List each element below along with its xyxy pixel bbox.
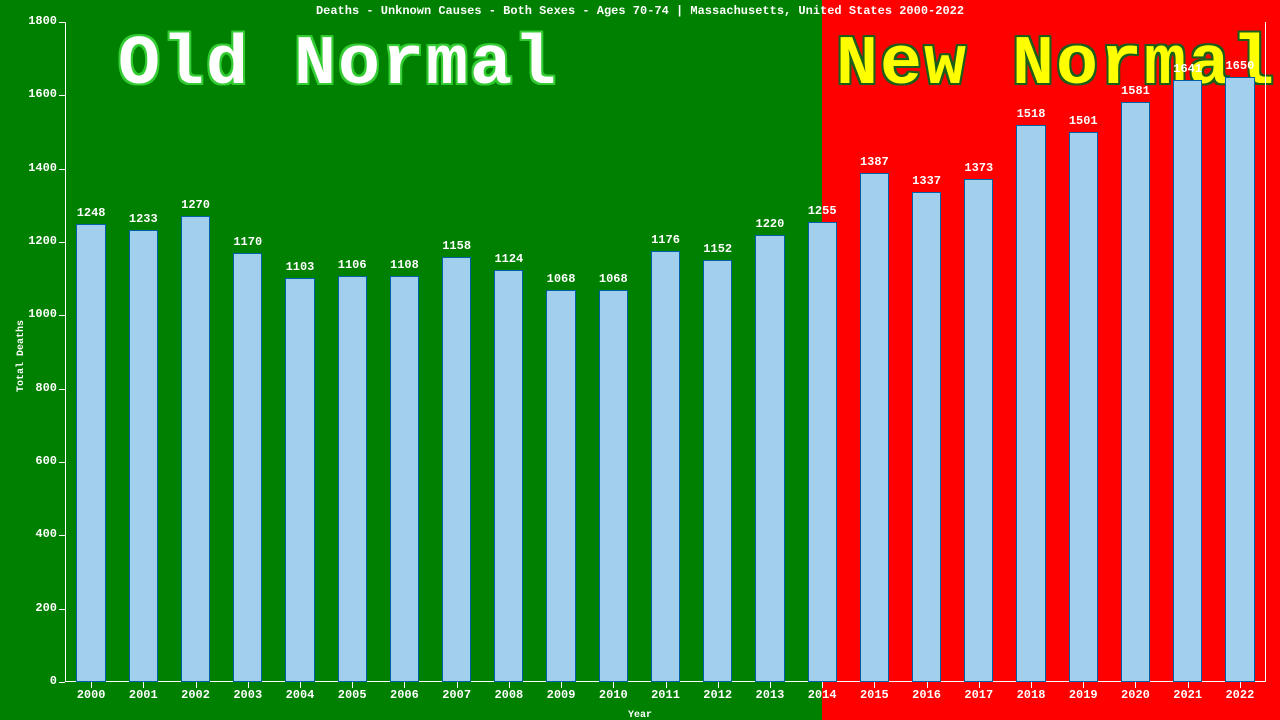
bar-value-label: 1581	[1111, 84, 1159, 98]
bar	[1173, 80, 1202, 682]
bar-value-label: 1176	[642, 233, 690, 247]
bar	[546, 290, 575, 682]
x-tick-label: 2020	[1111, 688, 1159, 702]
y-tick-label: 0	[9, 674, 57, 688]
bar-value-label: 1337	[903, 174, 951, 188]
x-tick-label: 2011	[642, 688, 690, 702]
x-tick-label: 2000	[67, 688, 115, 702]
y-tick	[59, 95, 65, 96]
x-tick-label: 2013	[746, 688, 794, 702]
bar-value-label: 1248	[67, 206, 115, 220]
y-tick-label: 600	[9, 454, 57, 468]
bar	[755, 235, 784, 682]
bar-value-label: 1501	[1059, 114, 1107, 128]
x-tick-label: 2018	[1007, 688, 1055, 702]
x-axis-title: Year	[0, 710, 1280, 720]
bar	[285, 278, 314, 682]
bar-value-label: 1641	[1164, 62, 1212, 76]
x-tick-label: 2001	[119, 688, 167, 702]
bar	[599, 290, 628, 682]
y-tick-label: 800	[9, 381, 57, 395]
x-tick-label: 2006	[380, 688, 428, 702]
bar	[703, 260, 732, 682]
x-tick-label: 2017	[955, 688, 1003, 702]
x-tick-label: 2009	[537, 688, 585, 702]
bar-value-label: 1152	[694, 242, 742, 256]
y-tick-label: 400	[9, 527, 57, 541]
y-tick-label: 1200	[9, 234, 57, 248]
bar	[912, 192, 941, 682]
x-tick-label: 2010	[589, 688, 637, 702]
bar-value-label: 1270	[172, 198, 220, 212]
y-tick	[59, 609, 65, 610]
bar	[129, 230, 158, 682]
x-tick-label: 2005	[328, 688, 376, 702]
x-tick-label: 2002	[172, 688, 220, 702]
bar	[494, 270, 523, 682]
y-tick-label: 1800	[9, 14, 57, 28]
bar-value-label: 1220	[746, 217, 794, 231]
x-tick-label: 2022	[1216, 688, 1264, 702]
y-tick-label: 1000	[9, 307, 57, 321]
bar-value-label: 1068	[537, 272, 585, 286]
chart-title: Deaths - Unknown Causes - Both Sexes - A…	[0, 4, 1280, 18]
bar-value-label: 1387	[850, 155, 898, 169]
y-tick	[59, 315, 65, 316]
x-tick-label: 2012	[694, 688, 742, 702]
y-tick-label: 1400	[9, 161, 57, 175]
bar	[76, 224, 105, 682]
y-tick-label: 1600	[9, 87, 57, 101]
y-tick	[59, 242, 65, 243]
bar-value-label: 1233	[119, 212, 167, 226]
x-tick-label: 2007	[433, 688, 481, 702]
bar-value-label: 1255	[798, 204, 846, 218]
bar-value-label: 1068	[589, 272, 637, 286]
y-tick	[59, 22, 65, 23]
y-axis-line-right	[1265, 22, 1266, 682]
y-tick	[59, 682, 65, 683]
y-tick	[59, 462, 65, 463]
bar	[860, 173, 889, 682]
bar	[964, 179, 993, 682]
y-tick	[59, 169, 65, 170]
bar	[1121, 102, 1150, 682]
bar	[651, 251, 680, 682]
bar-value-label: 1170	[224, 235, 272, 249]
x-tick-label: 2008	[485, 688, 533, 702]
x-tick-label: 2019	[1059, 688, 1107, 702]
x-tick-label: 2016	[903, 688, 951, 702]
bar-value-label: 1106	[328, 258, 376, 272]
x-tick-label: 2015	[850, 688, 898, 702]
bar-value-label: 1518	[1007, 107, 1055, 121]
bar-value-label: 1124	[485, 252, 533, 266]
bar	[181, 216, 210, 682]
x-tick-label: 2014	[798, 688, 846, 702]
bar	[338, 276, 367, 682]
y-tick	[59, 389, 65, 390]
bar	[1225, 77, 1254, 682]
y-tick-label: 200	[9, 601, 57, 615]
bar	[1016, 125, 1045, 682]
bar	[808, 222, 837, 682]
x-tick-label: 2021	[1164, 688, 1212, 702]
x-tick-label: 2003	[224, 688, 272, 702]
bar	[1069, 132, 1098, 682]
x-tick-label: 2004	[276, 688, 324, 702]
bar-value-label: 1158	[433, 239, 481, 253]
bar-value-label: 1108	[380, 258, 428, 272]
bar-value-label: 1103	[276, 260, 324, 274]
bar	[233, 253, 262, 682]
y-axis-line	[65, 22, 66, 682]
y-tick	[59, 535, 65, 536]
bar-value-label: 1650	[1216, 59, 1264, 73]
bar	[442, 257, 471, 682]
bar	[390, 276, 419, 682]
bar-value-label: 1373	[955, 161, 1003, 175]
